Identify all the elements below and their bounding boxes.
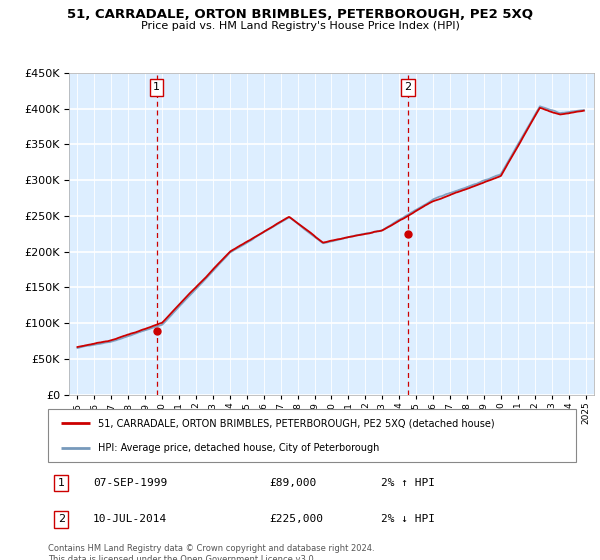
Text: 10-JUL-2014: 10-JUL-2014 (93, 515, 167, 524)
Text: 07-SEP-1999: 07-SEP-1999 (93, 478, 167, 488)
Text: £89,000: £89,000 (270, 478, 317, 488)
Text: 2: 2 (404, 82, 412, 92)
Text: 2% ↑ HPI: 2% ↑ HPI (380, 478, 434, 488)
Text: Contains HM Land Registry data © Crown copyright and database right 2024.
This d: Contains HM Land Registry data © Crown c… (48, 544, 374, 560)
Text: Price paid vs. HM Land Registry's House Price Index (HPI): Price paid vs. HM Land Registry's House … (140, 21, 460, 31)
Point (152, 326, 161, 335)
Text: 1: 1 (58, 478, 65, 488)
Text: 51, CARRADALE, ORTON BRIMBLES, PETERBOROUGH, PE2 5XQ: 51, CARRADALE, ORTON BRIMBLES, PETERBORO… (67, 8, 533, 21)
Text: £225,000: £225,000 (270, 515, 324, 524)
Text: HPI: Average price, detached house, City of Peterborough: HPI: Average price, detached house, City… (98, 442, 380, 452)
Text: 2: 2 (58, 515, 65, 524)
Point (403, 230, 413, 239)
Text: 2% ↓ HPI: 2% ↓ HPI (380, 515, 434, 524)
Text: 51, CARRADALE, ORTON BRIMBLES, PETERBOROUGH, PE2 5XQ (detached house): 51, CARRADALE, ORTON BRIMBLES, PETERBORO… (98, 418, 495, 428)
Text: 1: 1 (153, 82, 160, 92)
